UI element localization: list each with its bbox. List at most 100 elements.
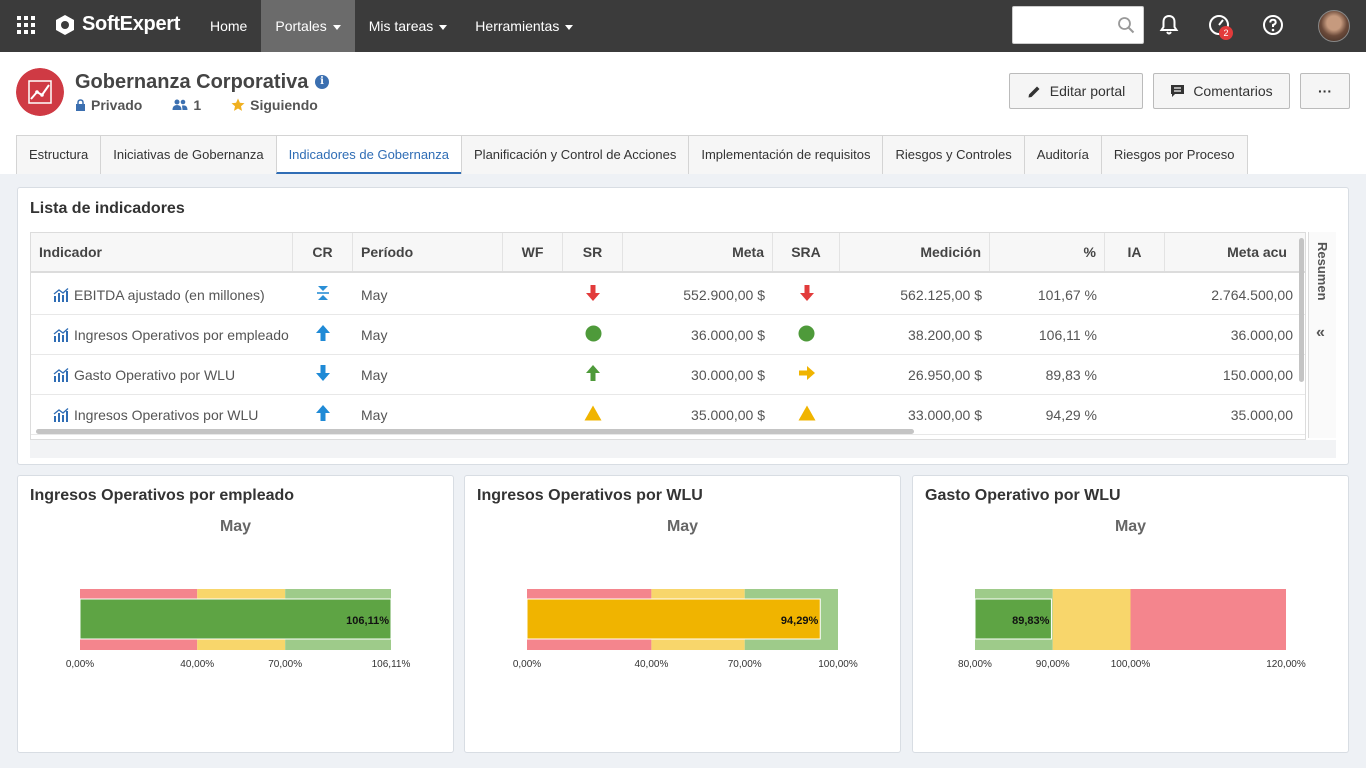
value-bar[interactable] — [974, 598, 1052, 640]
portal-chart-icon — [16, 68, 64, 116]
tick-label: 0,00% — [513, 659, 541, 670]
collapse-left-icon[interactable]: « — [1316, 324, 1325, 341]
main-nav: Home Portales Mis tareas Herramientas — [196, 0, 587, 52]
cell-wf — [503, 355, 563, 394]
nav-herramientas[interactable]: Herramientas — [461, 0, 587, 52]
chart-subtitle: May — [219, 518, 252, 535]
tab-estructura[interactable]: Estructura — [16, 135, 102, 174]
tab-iniciativas-gobernanza[interactable]: Iniciativas de Gobernanza — [100, 135, 277, 174]
table-row[interactable]: Gasto Operativo por WLU May 30.000,00 $ 26.… — [31, 355, 1305, 395]
indicator-list-panel: Lista de indicadores Indicador CR Períod… — [17, 187, 1349, 465]
indicator-name: Gasto Operativo por WLU — [74, 366, 236, 383]
apps-grid-icon[interactable] — [17, 16, 35, 34]
col-header-pct[interactable]: % — [990, 233, 1105, 271]
cell-indicador[interactable]: Ingresos Operativos por empleado — [45, 315, 307, 354]
comment-icon — [1171, 85, 1185, 97]
nav-home[interactable]: Home — [196, 0, 261, 52]
cell-meta-acu: 2.764.500,00 — [1211, 286, 1293, 303]
tab-auditoria[interactable]: Auditoría — [1023, 135, 1102, 174]
cell-periodo: May — [361, 326, 388, 343]
cell-wf — [503, 315, 563, 354]
col-header-ia[interactable]: IA — [1105, 233, 1165, 271]
cell-pct: 106,11 % — [1038, 326, 1097, 343]
cell-meta: 30.000,00 $ — [691, 366, 765, 383]
cell-cr — [293, 315, 353, 354]
col-header-meta[interactable]: Meta — [623, 233, 773, 271]
tab-planificacion-control[interactable]: Planificación y Control de Acciones — [461, 135, 690, 174]
search-box — [1012, 6, 1144, 44]
portal-meta: Privado 1 Siguiendo — [75, 97, 348, 113]
cell-pct: 94,29 % — [1045, 406, 1097, 423]
vertical-scrollbar[interactable] — [1299, 238, 1304, 382]
horizontal-scrollbar[interactable] — [36, 429, 914, 434]
cell-sr — [563, 315, 623, 354]
tick-label: 70,00% — [728, 659, 762, 670]
table-row[interactable]: Ingresos Operativos por empleado May 36.00… — [31, 315, 1305, 355]
cell-medicion: 38.200,00 $ — [908, 326, 982, 343]
col-header-wf[interactable]: WF — [503, 233, 563, 271]
search-icon[interactable] — [1117, 16, 1135, 34]
cell-meta-acu: 150.000,00 — [1222, 366, 1293, 383]
col-header-meta-acu[interactable]: Meta acu — [1227, 244, 1287, 260]
user-avatar[interactable] — [1318, 10, 1350, 42]
cell-ia — [1105, 315, 1165, 354]
privacy-label: Privado — [91, 97, 143, 113]
col-header-indicador[interactable]: Indicador — [31, 233, 293, 271]
tick-label: 100,00% — [1111, 659, 1151, 670]
up-green-icon — [585, 364, 601, 385]
value-label: 89,83% — [1012, 615, 1050, 627]
circle-green-icon — [585, 325, 602, 345]
value-bar[interactable] — [79, 598, 392, 640]
tab-riesgos-proceso[interactable]: Riesgos por Proceso — [1100, 135, 1248, 174]
chart-panel-gasto-wlu: 89,83% 80,00% 90,00% 100,00% 120,00% Gasto O… — [912, 475, 1349, 753]
value-label: 106,11% — [346, 615, 389, 627]
bell-icon[interactable] — [1157, 13, 1181, 37]
cell-medicion: 33.000,00 $ — [908, 406, 982, 423]
indicator-chart-icon — [53, 367, 69, 382]
up-blue-icon — [315, 404, 331, 425]
table-row[interactable]: EBITDA ajustado (en millones) May 552.900,… — [31, 275, 1305, 315]
indicator-chart-icon — [53, 407, 69, 422]
cell-meta-acu: 36.000,00 — [1230, 326, 1293, 343]
col-header-sra[interactable]: SRA — [773, 233, 840, 271]
nav-portales[interactable]: Portales — [261, 0, 355, 52]
search-input[interactable] — [1013, 7, 1113, 43]
edit-portal-button[interactable]: Editar portal — [1009, 73, 1143, 109]
brand-logo[interactable]: SoftExpert — [54, 13, 180, 36]
cell-indicador[interactable]: Gasto Operativo por WLU — [45, 355, 307, 394]
info-icon[interactable]: i — [315, 75, 329, 89]
cell-periodo: May — [361, 286, 388, 303]
col-header-sr[interactable]: SR — [563, 233, 623, 271]
cell-indicador[interactable]: EBITDA ajustado (en millones) — [45, 275, 307, 314]
cell-periodo: May — [361, 366, 388, 383]
edit-portal-label: Editar portal — [1049, 83, 1126, 99]
up-blue-icon — [315, 324, 331, 345]
indicator-chart-icon — [53, 287, 69, 302]
nav-herramientas-label: Herramientas — [475, 18, 560, 34]
value-bar[interactable] — [526, 598, 821, 640]
users-icon — [172, 99, 188, 110]
indicator-list-title: Lista de indicadores — [30, 200, 185, 217]
cell-cr — [293, 275, 353, 314]
col-header-periodo[interactable]: Período — [353, 233, 503, 271]
chart-subtitle: May — [1114, 518, 1147, 535]
cell-meta: 35.000,00 $ — [691, 406, 765, 423]
help-icon[interactable] — [1261, 13, 1285, 37]
tab-indicadores-gobernanza[interactable]: Indicadores de Gobernanza — [275, 135, 463, 174]
tick-label: 106,11% — [372, 659, 411, 670]
follow-status[interactable]: Siguiendo — [231, 97, 318, 113]
summary-side-panel[interactable]: Resumen « — [1308, 232, 1336, 438]
tab-riesgos-controles[interactable]: Riesgos y Controles — [882, 135, 1025, 174]
col-header-cr[interactable]: CR — [293, 233, 353, 271]
more-options-button[interactable]: ··· — [1300, 73, 1350, 109]
col-header-medicion[interactable]: Medición — [840, 233, 990, 271]
bullet-chart: 106,11% 0,00% 40,00% 70,00% 106,11% — [66, 589, 411, 670]
members-count[interactable]: 1 — [172, 97, 201, 113]
cell-sra — [773, 275, 840, 314]
cell-indicador[interactable]: Ingresos Operativos por WLU — [45, 395, 307, 434]
table-row[interactable]: Ingresos Operativos por WLU May 35.000,00 … — [31, 395, 1305, 435]
tab-implementacion-requisitos[interactable]: Implementación de requisitos — [688, 135, 884, 174]
comments-button[interactable]: Comentarios — [1153, 73, 1290, 109]
nav-mis-tareas[interactable]: Mis tareas — [355, 0, 462, 52]
triangle-yellow-icon — [798, 405, 816, 424]
